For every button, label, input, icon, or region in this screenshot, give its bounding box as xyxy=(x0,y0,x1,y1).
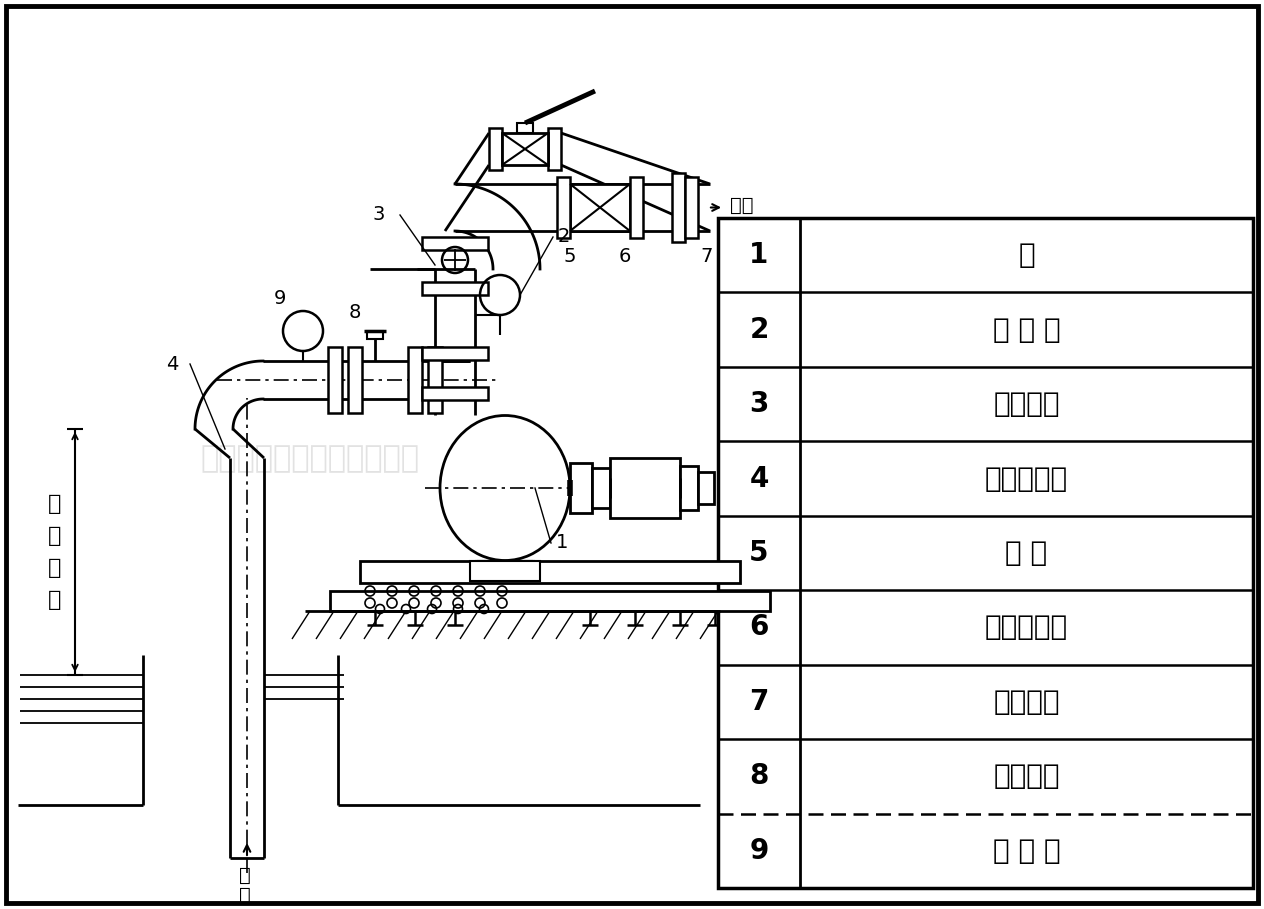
Bar xyxy=(502,133,549,165)
Text: 流量控制阀: 流量控制阀 xyxy=(985,614,1068,642)
Text: 7: 7 xyxy=(750,688,769,716)
Bar xyxy=(327,347,343,413)
Bar xyxy=(360,561,739,583)
Bar xyxy=(422,387,488,400)
Text: 3: 3 xyxy=(373,205,386,225)
Bar xyxy=(422,282,488,295)
Text: 出口: 出口 xyxy=(731,196,753,215)
Bar xyxy=(611,458,680,518)
Text: 压 力 表: 压 力 表 xyxy=(992,315,1060,344)
Bar xyxy=(718,218,1253,888)
Bar xyxy=(570,184,629,231)
Text: 8: 8 xyxy=(750,763,769,790)
Bar xyxy=(422,237,488,250)
Text: 4: 4 xyxy=(166,355,178,374)
Text: 9: 9 xyxy=(274,289,286,308)
Bar xyxy=(428,347,442,413)
Bar xyxy=(470,561,540,581)
Bar xyxy=(557,177,570,238)
Text: 2: 2 xyxy=(557,227,570,246)
Text: 出口垂管: 出口垂管 xyxy=(994,390,1059,418)
Text: 口: 口 xyxy=(239,886,250,905)
Bar xyxy=(408,347,422,413)
Text: 吸入硬候管: 吸入硬候管 xyxy=(985,464,1068,493)
Bar xyxy=(367,331,383,339)
Text: 1: 1 xyxy=(750,241,769,269)
Text: 装: 装 xyxy=(48,526,62,546)
Text: 2: 2 xyxy=(750,315,769,344)
Bar xyxy=(549,128,561,170)
Text: 7: 7 xyxy=(700,246,713,265)
Text: 5: 5 xyxy=(564,246,576,265)
Text: 真 空 表: 真 空 表 xyxy=(992,837,1060,864)
Bar xyxy=(489,128,502,170)
Bar xyxy=(570,463,592,513)
Text: 6: 6 xyxy=(750,614,769,642)
Bar xyxy=(672,173,685,242)
Text: 8: 8 xyxy=(349,304,362,323)
Text: 度: 度 xyxy=(48,590,62,610)
Text: 吸: 吸 xyxy=(239,866,250,885)
Bar xyxy=(517,123,533,133)
Text: 加液螺塞: 加液螺塞 xyxy=(994,763,1059,790)
Text: 6: 6 xyxy=(619,246,631,265)
Text: 出口管路: 出口管路 xyxy=(994,688,1059,716)
Text: 安: 安 xyxy=(48,494,62,514)
Bar xyxy=(348,347,362,413)
Text: 泵: 泵 xyxy=(1019,241,1035,269)
Text: 9: 9 xyxy=(750,837,769,864)
Bar xyxy=(330,591,770,611)
Bar xyxy=(698,472,714,504)
Text: 高: 高 xyxy=(48,558,62,578)
Text: 5: 5 xyxy=(750,539,769,567)
Text: 1: 1 xyxy=(556,534,569,553)
Bar xyxy=(680,466,698,510)
Text: 上海上沃流体科技有限公司: 上海上沃流体科技有限公司 xyxy=(201,445,420,474)
Text: 弯 头: 弯 头 xyxy=(1005,539,1048,567)
Bar xyxy=(592,468,611,508)
Bar xyxy=(422,347,488,360)
Text: 3: 3 xyxy=(750,390,769,418)
Bar xyxy=(629,177,643,238)
Text: 4: 4 xyxy=(750,464,769,493)
Bar xyxy=(685,177,698,238)
